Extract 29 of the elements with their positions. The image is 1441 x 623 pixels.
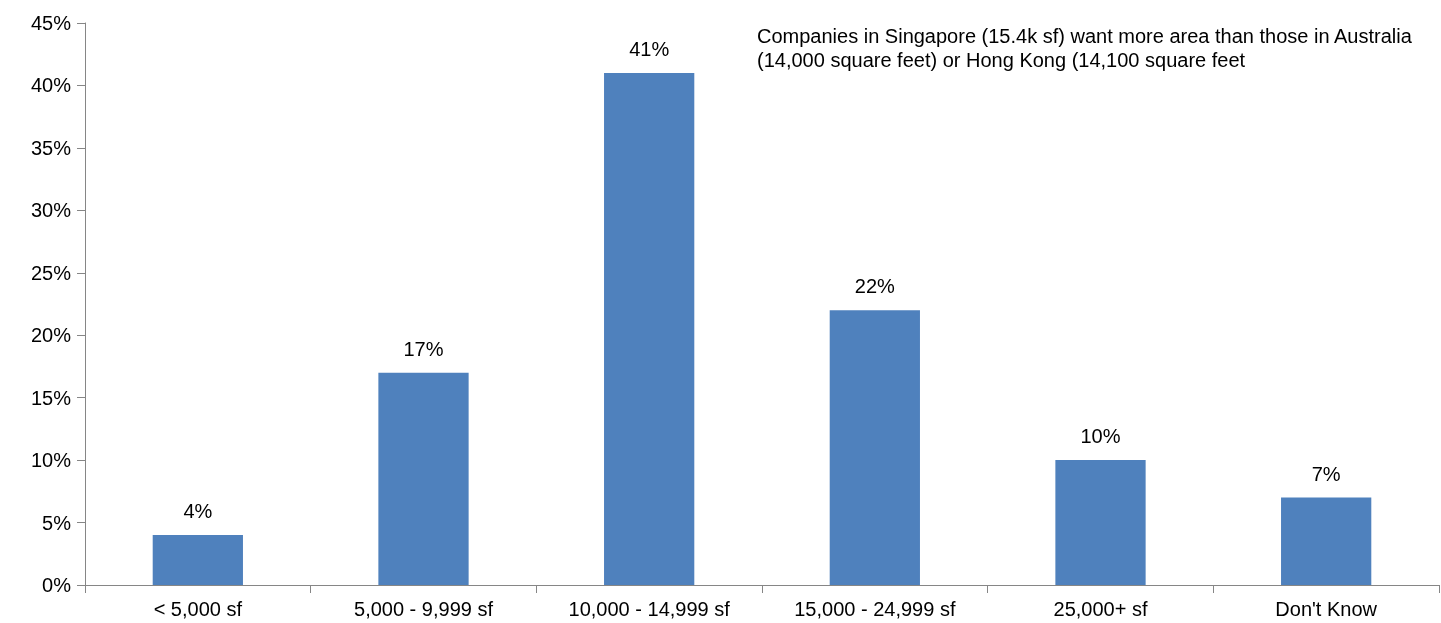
y-tick-label: 40% bbox=[30, 74, 72, 97]
y-tick-label: 20% bbox=[30, 324, 72, 347]
y-tick-label: 45% bbox=[30, 12, 72, 34]
y-tick-label: 5% bbox=[42, 511, 72, 534]
bar bbox=[604, 72, 695, 585]
y-tick-label: 25% bbox=[30, 261, 72, 284]
data-label: 4% bbox=[183, 500, 213, 523]
y-tick-label: 15% bbox=[30, 386, 72, 409]
x-tick-label: < 5,000 sf bbox=[153, 598, 243, 620]
data-label: 22% bbox=[854, 275, 896, 298]
x-tick-label: Don't Know bbox=[1275, 598, 1378, 620]
x-tick-label: 15,000 - 24,999 sf bbox=[794, 598, 956, 620]
data-label: 17% bbox=[403, 337, 444, 360]
annotation: Companies in Singapore (15.4k sf) want more area than those in Australia (14,000 square feet) or Hong Kong (14,100 square feet bbox=[757, 25, 1418, 71]
y-tick-label: 30% bbox=[30, 199, 72, 222]
data-label: 41% bbox=[629, 37, 670, 60]
y-tick-label: 10% bbox=[30, 449, 72, 472]
x-tick-label: 5,000 - 9,999 sf bbox=[354, 598, 494, 620]
bar bbox=[152, 535, 243, 585]
data-label: 7% bbox=[1311, 462, 1341, 485]
x-tick-label: 25,000+ sf bbox=[1053, 598, 1148, 620]
y-tick-label: 0% bbox=[42, 574, 72, 596]
y-tick-label: 35% bbox=[30, 136, 72, 159]
bar bbox=[1281, 497, 1372, 585]
bar bbox=[1055, 460, 1146, 585]
bar bbox=[378, 372, 469, 585]
data-label: 10% bbox=[1080, 425, 1121, 448]
bar bbox=[829, 310, 920, 585]
x-tick-label: 10,000 - 14,999 sf bbox=[568, 598, 731, 620]
